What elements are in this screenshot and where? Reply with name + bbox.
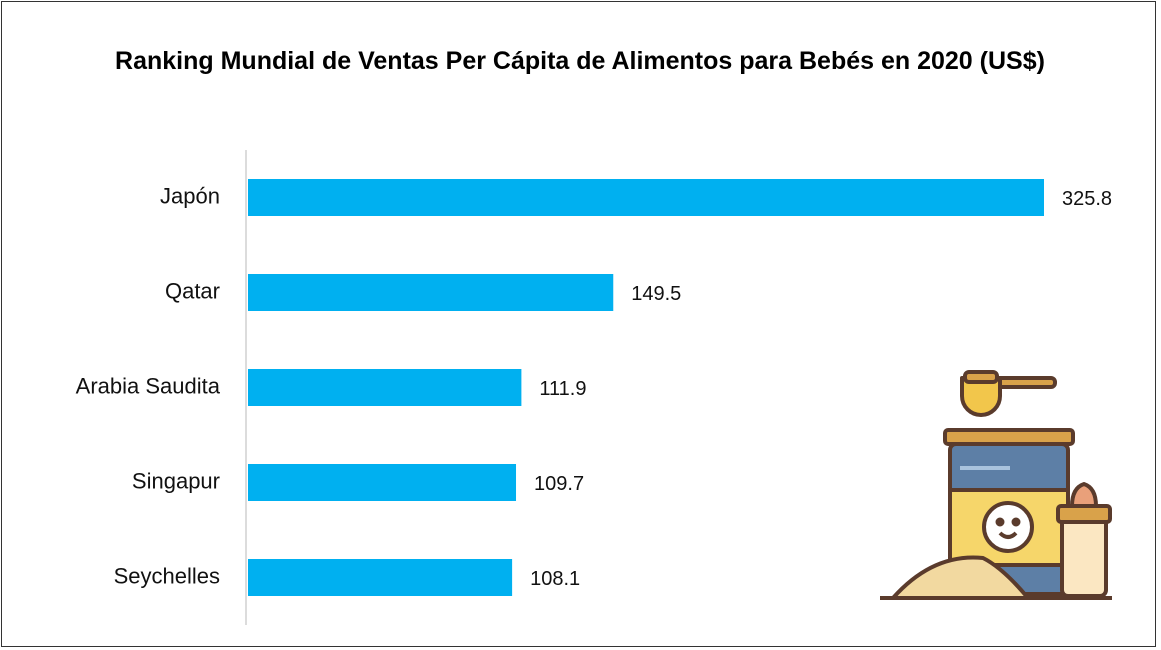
y-tick-label: Arabia Saudita xyxy=(76,373,221,398)
y-tick-label: Singapur xyxy=(132,468,220,493)
y-tick-label: Japón xyxy=(160,183,220,208)
data-label: 108.1 xyxy=(530,568,580,590)
data-label: 149.5 xyxy=(631,283,681,305)
y-tick-label: Qatar xyxy=(165,278,220,303)
bar xyxy=(248,274,614,311)
data-label: 109.7 xyxy=(534,473,584,495)
bar xyxy=(248,464,517,501)
data-label: 111.9 xyxy=(539,378,586,400)
y-tick-label: Seychelles xyxy=(114,563,220,588)
data-label: 325.8 xyxy=(1062,188,1112,210)
chart-title: Ranking Mundial de Ventas Per Cápita de … xyxy=(115,47,1045,75)
baby-food-icon xyxy=(880,370,1112,600)
bar xyxy=(248,369,522,406)
bar xyxy=(248,179,1044,216)
bar xyxy=(248,559,513,596)
